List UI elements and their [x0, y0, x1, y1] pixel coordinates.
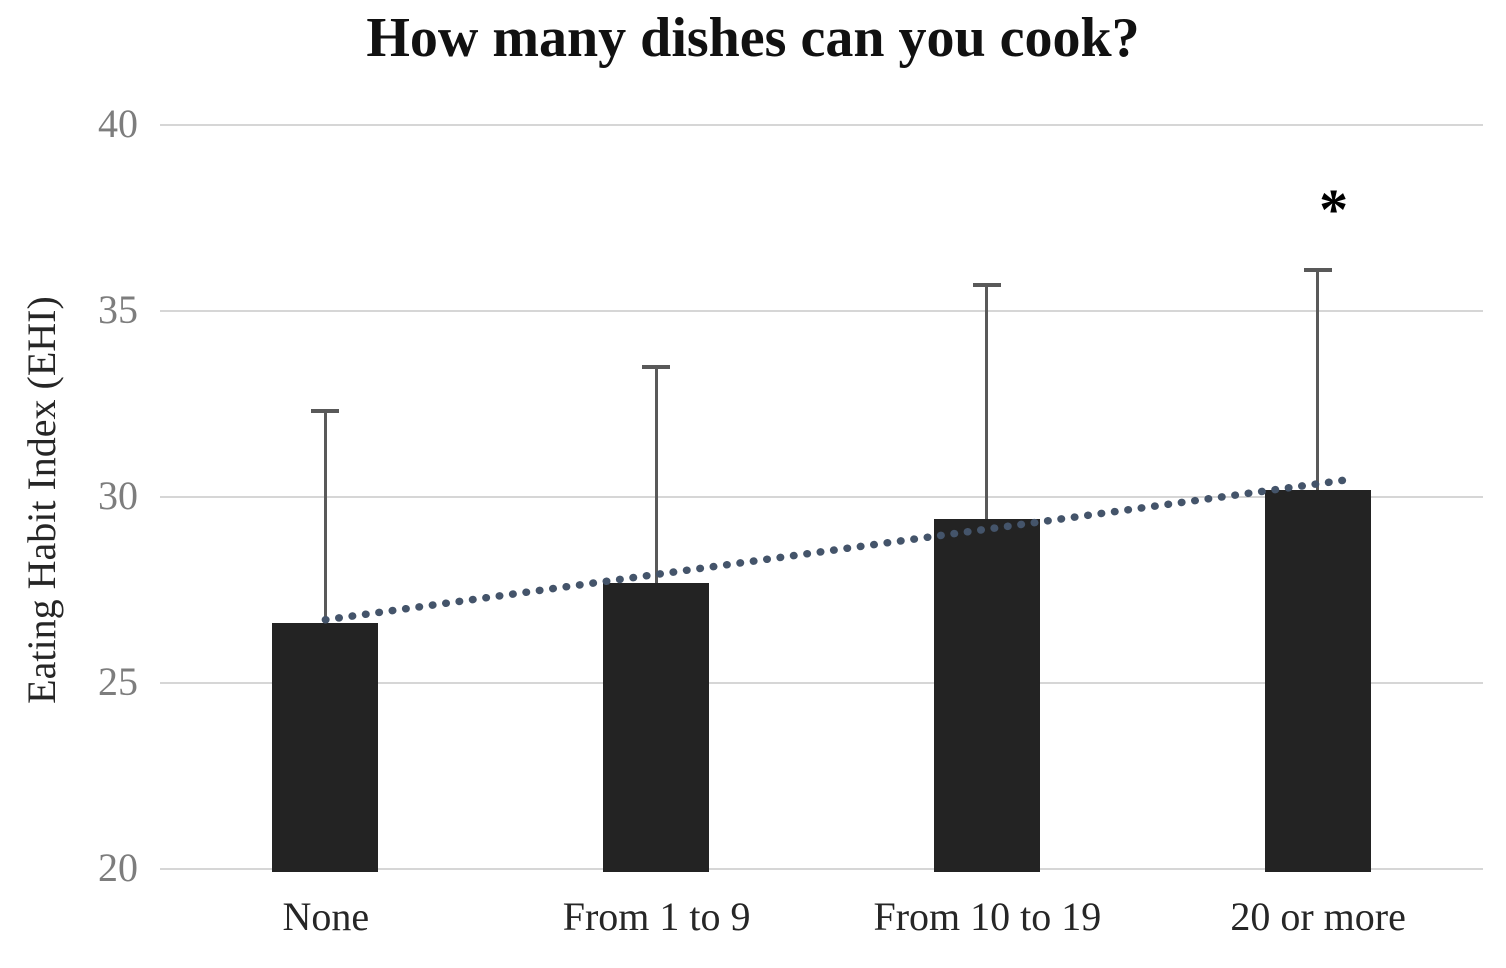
error-bar-line — [323, 411, 327, 624]
significance-asterisk: * — [1319, 177, 1349, 243]
error-bar-cap — [642, 364, 671, 369]
chart-title: How many dishes can you cook? — [366, 7, 1140, 69]
bar — [603, 582, 710, 872]
bar — [272, 623, 379, 872]
gridline — [160, 682, 1483, 684]
x-axis-category-label: From 10 to 19 — [873, 894, 1102, 939]
error-bar-line — [654, 366, 658, 583]
error-bar-line — [985, 284, 989, 520]
bar — [1264, 489, 1371, 872]
y-tick-label: 30 — [98, 473, 138, 518]
x-axis-category-label: From 1 to 9 — [562, 894, 751, 939]
gridline — [160, 868, 1483, 870]
x-axis-category-label: 20 or more — [1230, 894, 1406, 939]
error-bar-cap — [1303, 268, 1332, 273]
bar — [933, 519, 1040, 872]
error-bar-cap — [972, 282, 1001, 287]
x-axis-category-label: None — [282, 894, 370, 939]
error-bar-line — [1316, 270, 1320, 490]
gridline — [160, 496, 1483, 498]
y-tick-label: 20 — [98, 845, 138, 890]
gridline — [160, 124, 1483, 126]
y-tick-label: 40 — [98, 101, 138, 146]
y-tick-label: 25 — [98, 659, 138, 704]
y-tick-label: 35 — [98, 287, 138, 332]
error-bar-cap — [311, 409, 340, 414]
gridline — [160, 310, 1483, 312]
